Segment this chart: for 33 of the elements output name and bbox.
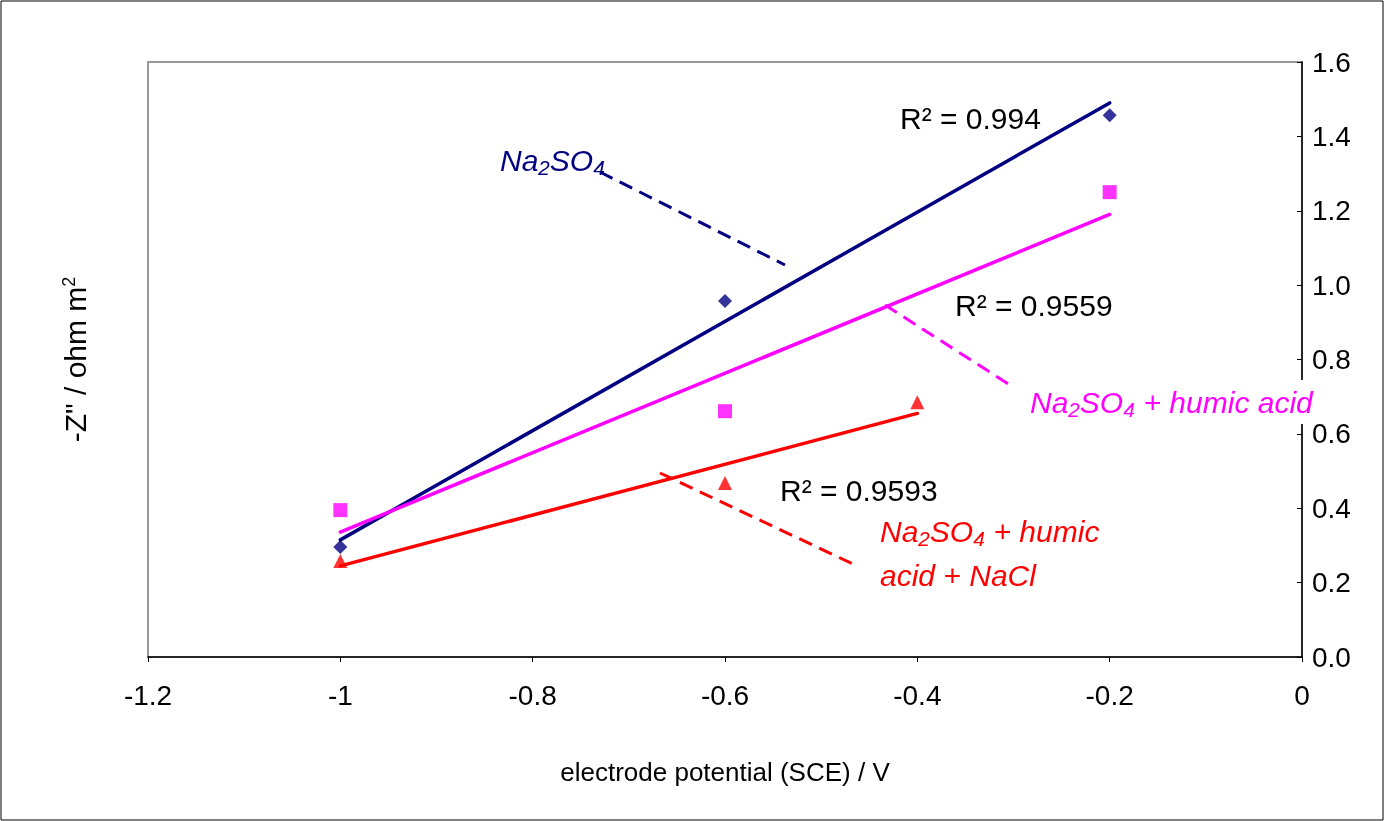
- x-tick-label: -0.6: [700, 679, 750, 711]
- annotation: R² = 0.994: [900, 101, 1041, 135]
- y-axis-title: -Z" / ohm m2: [58, 276, 92, 443]
- x-tick-label: -1.2: [123, 679, 173, 711]
- x-axis-title: electrode potential (SCE) / V: [560, 757, 891, 787]
- y-tick-label: 1.4: [1312, 120, 1351, 152]
- text: Na₂SO₄: [500, 143, 606, 177]
- point: [718, 294, 732, 309]
- y-tick-label: 1.6: [1312, 46, 1351, 78]
- x-tick-label: -0.8: [508, 679, 557, 711]
- y-tick-label: 1.0: [1312, 269, 1351, 301]
- y-tick-label: 0.8: [1312, 344, 1351, 375]
- point: [333, 503, 348, 518]
- y-tick-label: 1.2: [1312, 195, 1351, 227]
- y-tick-label: 0.2: [1312, 567, 1351, 599]
- point: [910, 395, 925, 410]
- point: [333, 539, 348, 554]
- point: [1102, 185, 1117, 200]
- point: [718, 475, 732, 490]
- x-tick-label: 0: [1294, 679, 1310, 711]
- annotation: R² = 0.9593: [780, 473, 938, 507]
- y-tick-label: 0.0: [1312, 641, 1351, 673]
- point: [718, 404, 732, 419]
- y-tick-label: 0.4: [1312, 492, 1351, 524]
- text: Na₂SO₄ + humic acid + NaCl: [880, 514, 1108, 592]
- point: [1102, 108, 1117, 123]
- point: [333, 554, 348, 569]
- annotation: R² = 0.9559: [955, 288, 1113, 322]
- x-tick-label: -0.4: [893, 679, 942, 711]
- y-tick-label: 0.6: [1312, 418, 1351, 450]
- x-tick-label: -1: [327, 679, 353, 711]
- x-tick-label: -0.2: [1085, 679, 1134, 711]
- text: Na₂SO₄ + humic acid: [1030, 385, 1315, 419]
